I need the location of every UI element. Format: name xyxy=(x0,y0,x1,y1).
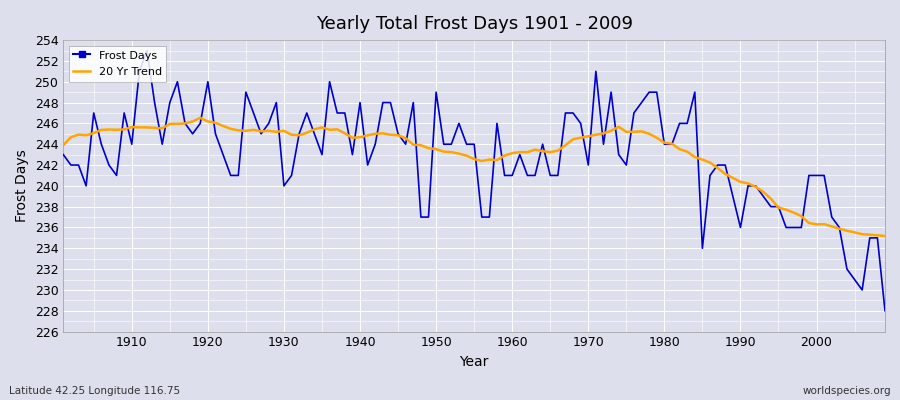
Legend: Frost Days, 20 Yr Trend: Frost Days, 20 Yr Trend xyxy=(68,46,166,82)
Text: Latitude 42.25 Longitude 116.75: Latitude 42.25 Longitude 116.75 xyxy=(9,386,180,396)
Title: Yearly Total Frost Days 1901 - 2009: Yearly Total Frost Days 1901 - 2009 xyxy=(316,15,633,33)
Y-axis label: Frost Days: Frost Days xyxy=(15,150,29,222)
X-axis label: Year: Year xyxy=(460,355,489,369)
Text: worldspecies.org: worldspecies.org xyxy=(803,386,891,396)
